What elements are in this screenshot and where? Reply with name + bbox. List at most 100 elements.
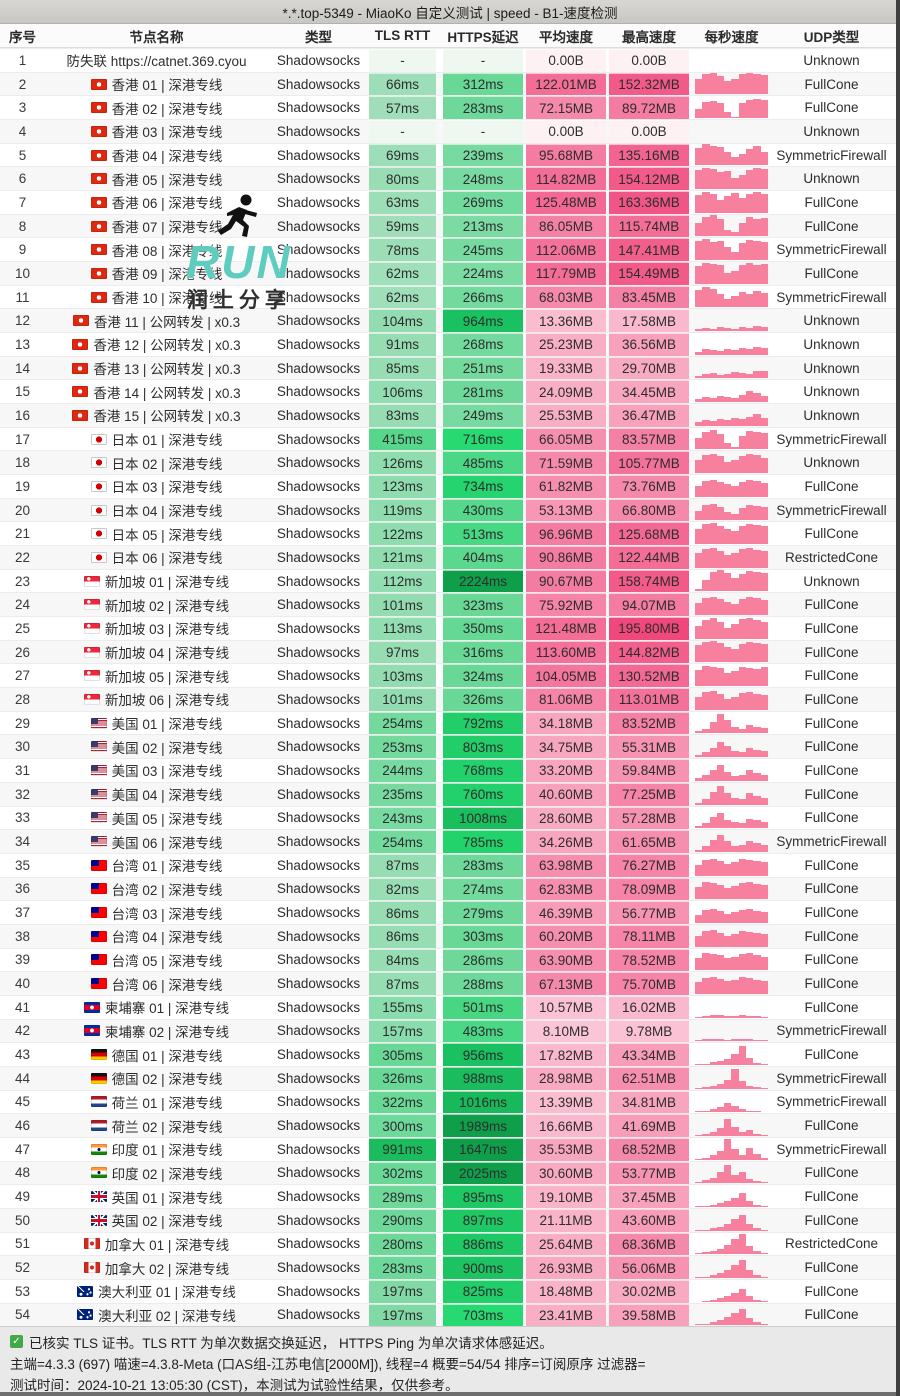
node-name: 英国 02 | 深港专线 <box>111 1214 223 1230</box>
avg-speed-cell: 34.75MB <box>526 735 606 759</box>
country-flag-icon <box>83 622 100 634</box>
row-index: 9 <box>18 242 27 258</box>
speed-bar <box>702 328 710 332</box>
table-row: 40 台湾 06 | 深港专线 Shadowsocks 87ms 288ms 6… <box>0 971 900 995</box>
speed-bar <box>716 550 725 568</box>
max-speed-cell: 41.69MB <box>609 1114 689 1137</box>
speed-bar <box>731 1126 739 1136</box>
country-flag-icon <box>90 433 107 445</box>
speed-bar <box>716 241 725 261</box>
speed-bars-chart <box>695 783 768 806</box>
max-speed-cell: 115.74MB <box>609 214 689 238</box>
speed-bar <box>738 667 747 687</box>
speed-bar <box>746 170 754 190</box>
speed-bar <box>702 1205 710 1207</box>
tls-rtt-cell: 235ms <box>369 782 436 806</box>
tls-rtt-cell: 280ms <box>369 1232 436 1256</box>
speed-bar <box>695 849 703 852</box>
speed-bar <box>760 507 768 521</box>
speed-bar <box>695 1229 703 1231</box>
udp-type-cell: FullCone <box>804 1260 859 1276</box>
speed-bar <box>709 791 717 805</box>
https-latency-cell: 1647ms <box>443 1137 523 1161</box>
node-name: 日本 04 | 深港专线 <box>111 504 223 520</box>
speed-bar <box>709 1204 717 1207</box>
node-name: 香港 10 | 深港专线 <box>111 291 223 307</box>
node-type: Shadowsocks <box>276 123 361 139</box>
https-latency-cell: 483ms <box>443 1019 523 1043</box>
speed-bars-chart <box>695 972 768 995</box>
https-latency-cell: 245ms <box>443 238 523 262</box>
https-latency-cell: 316ms <box>443 640 523 664</box>
node-name-cell: 新加坡 04 | 深港专线 <box>45 641 268 664</box>
speed-bar <box>695 1158 703 1160</box>
speed-bar <box>716 1272 725 1278</box>
avg-speed-cell: 25.64MB <box>526 1232 606 1256</box>
row-index: 51 <box>14 1236 31 1252</box>
speed-bar <box>709 523 717 545</box>
speed-bar <box>724 627 732 639</box>
speed-bars-chart <box>695 854 768 877</box>
node-name-cell: 荷兰 02 | 深港专线 <box>45 1114 268 1137</box>
speed-bar <box>716 418 725 426</box>
table-row: 32 美国 04 | 深港专线 Shadowsocks 235ms 760ms … <box>0 781 900 806</box>
row-index: 47 <box>14 1141 31 1157</box>
node-name: 日本 02 | 深港专线 <box>111 456 223 472</box>
speed-bar <box>746 953 754 971</box>
speed-bar <box>695 864 703 876</box>
max-speed-cell: 30.02MB <box>609 1279 689 1303</box>
speed-bar <box>760 482 768 497</box>
node-name: 台湾 02 | 深港专线 <box>111 882 223 898</box>
row-index: 28 <box>14 691 31 707</box>
row-index: 19 <box>14 478 31 494</box>
speed-bar <box>709 1085 717 1089</box>
speed-bar <box>709 547 717 568</box>
speed-bar <box>731 861 739 876</box>
speed-bar <box>695 645 703 663</box>
speed-bar <box>753 1227 761 1231</box>
tls-rtt-cell: 85ms <box>369 356 436 380</box>
https-latency-cell: 249ms <box>443 404 523 427</box>
speed-bar <box>702 666 710 687</box>
table-row: 34 美国 06 | 深港专线 Shadowsocks 254ms 785ms … <box>0 829 900 853</box>
speed-bar <box>716 764 725 781</box>
speed-bar <box>709 748 717 758</box>
row-index: 7 <box>18 194 27 210</box>
country-flag-icon <box>90 504 107 516</box>
speed-bar <box>738 197 747 213</box>
speed-bar <box>746 1269 754 1278</box>
node-type: Shadowsocks <box>276 762 361 778</box>
node-type: Shadowsocks <box>276 265 361 281</box>
speed-bars-chart <box>695 1185 768 1208</box>
speed-bar <box>746 597 754 616</box>
tls-rtt-cell: 63ms <box>369 191 436 214</box>
node-name: 日本 03 | 深港专线 <box>111 480 223 496</box>
max-speed-cell: 59.84MB <box>609 759 689 782</box>
header-udp-type: UDP类型 <box>803 29 860 45</box>
speed-bar <box>709 597 717 616</box>
node-type: Shadowsocks <box>276 431 361 447</box>
udp-type-cell: FullCone <box>804 762 859 778</box>
https-latency-cell: 900ms <box>443 1256 523 1279</box>
avg-speed-cell: 66.05MB <box>526 427 606 451</box>
footer-tls-note: 已核实 TLS 证书。TLS RTT 为单次数据交换延迟， HTTPS Ping… <box>29 1335 553 1351</box>
speed-bars-chart <box>695 1209 768 1232</box>
speed-bar <box>738 1234 747 1255</box>
row-index: 53 <box>14 1283 31 1299</box>
speed-bar <box>716 955 725 971</box>
max-speed-cell: 135.16MB <box>609 143 689 167</box>
https-latency-cell: - <box>443 49 523 72</box>
speed-bars-chart <box>695 1280 768 1303</box>
speed-bar <box>731 957 739 971</box>
udp-type-cell: Unknown <box>803 455 860 471</box>
speed-bar <box>695 777 703 781</box>
speed-bar <box>716 481 725 497</box>
speed-bar <box>760 644 768 663</box>
country-flag-icon <box>90 1120 107 1132</box>
node-name: 新加坡 02 | 深港专线 <box>104 598 230 614</box>
speed-bar <box>702 1063 710 1065</box>
tls-rtt-cell: 112ms <box>369 569 436 593</box>
https-latency-cell: 1016ms <box>443 1090 523 1114</box>
speed-bar <box>746 1015 754 1018</box>
speed-bars-chart <box>695 1067 768 1090</box>
